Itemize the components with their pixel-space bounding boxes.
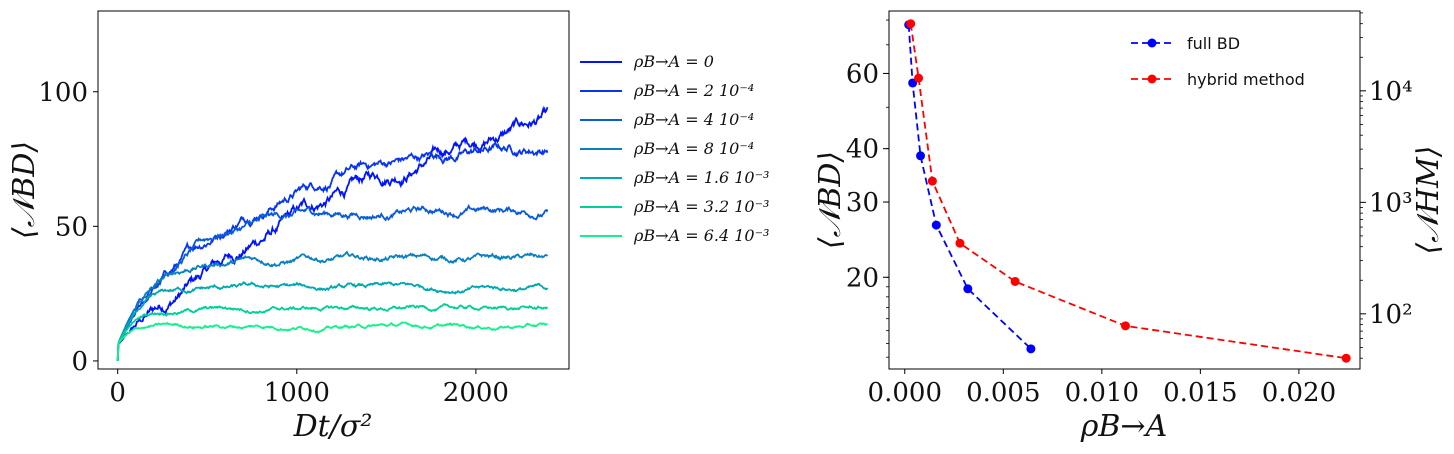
right-x-axis-label: ρB→A bbox=[1080, 409, 1167, 444]
right-series-point-0 bbox=[931, 220, 941, 230]
right-legend-marker bbox=[1147, 74, 1157, 84]
right-x-tick-label: 0.010 bbox=[1065, 378, 1139, 408]
right-left-y-tick-label: 20 bbox=[846, 263, 879, 293]
left-series-line-6 bbox=[116, 321, 549, 361]
right-series-point-1 bbox=[1010, 276, 1020, 286]
left-y-tick-label: 0 bbox=[71, 347, 88, 377]
right-series-point-1 bbox=[906, 19, 916, 29]
left-series-line-0 bbox=[116, 105, 549, 361]
right-right-y-tick-label: 10² bbox=[1369, 300, 1413, 330]
right-right-y-tick-label: 10³ bbox=[1369, 188, 1413, 218]
right-left-y-tick-label: 60 bbox=[846, 59, 879, 89]
right-x-tick-label: 0.015 bbox=[1163, 378, 1237, 408]
left-legend-label: ρB→A = 4 10⁻⁴ bbox=[633, 110, 754, 129]
right-left-y-tick-label: 30 bbox=[846, 188, 879, 218]
left-series-line-4 bbox=[116, 280, 549, 361]
left-series-line-1 bbox=[116, 141, 549, 361]
right-series-point-1 bbox=[927, 176, 937, 186]
right-plot-frame bbox=[888, 10, 1361, 370]
left-x-axis-label: Dt/σ² bbox=[293, 409, 373, 444]
left-plot-frame bbox=[97, 10, 570, 370]
right-panel: 0.000 0.005 0.010 0.015 0.020 20 30 40 60 10² 10… bbox=[813, 10, 1446, 444]
left-legend-label: ρB→A = 3.2 10⁻³ bbox=[633, 197, 769, 216]
left-y-tick-label: 100 bbox=[38, 78, 88, 108]
right-series-point-0 bbox=[963, 284, 973, 294]
left-x-tick-label: 0 bbox=[109, 378, 126, 408]
left-legend-label: ρB→A = 2 10⁻⁴ bbox=[633, 81, 754, 100]
left-legend: ρB→A = 0 ρB→A = 2 10⁻⁴ ρB→A = 4 10⁻⁴ ρB→A =… bbox=[580, 52, 769, 245]
right-series-point-0 bbox=[916, 151, 926, 161]
right-x-tick-label: 0.000 bbox=[868, 378, 942, 408]
right-left-y-tick-label: 40 bbox=[846, 135, 879, 165]
right-series-point-1 bbox=[955, 238, 965, 248]
left-legend-label: ρB→A = 1.6 10⁻³ bbox=[633, 168, 769, 187]
right-legend-marker bbox=[1147, 38, 1157, 48]
right-series-point-1 bbox=[1341, 353, 1351, 363]
right-series-point-1 bbox=[914, 73, 924, 83]
right-legend: full BD hybrid method bbox=[1131, 34, 1305, 89]
left-series-line-5 bbox=[116, 302, 549, 361]
right-series-line-0 bbox=[907, 24, 1032, 350]
left-x-tick-label: 2000 bbox=[443, 378, 509, 408]
right-series-point-1 bbox=[1120, 321, 1130, 331]
left-y-axis-label: ⟨𝒩BD⟩ bbox=[7, 141, 42, 239]
right-x-tick-label: 0.005 bbox=[966, 378, 1040, 408]
right-legend-label: hybrid method bbox=[1187, 70, 1305, 89]
left-legend-label: ρB→A = 6.4 10⁻³ bbox=[633, 226, 769, 245]
left-legend-label: ρB→A = 0 bbox=[633, 52, 714, 71]
left-y-tick-label: 50 bbox=[55, 212, 88, 242]
right-right-y-axis-label: ⟨𝒩HM⟩ bbox=[1411, 145, 1446, 254]
right-legend-label: full BD bbox=[1187, 34, 1240, 53]
left-legend-label: ρB→A = 8 10⁻⁴ bbox=[633, 139, 754, 158]
right-left-y-axis-label: ⟨𝒩BD⟩ bbox=[813, 151, 848, 249]
left-series-line-2 bbox=[116, 203, 549, 361]
right-right-y-tick-label: 10⁴ bbox=[1369, 77, 1413, 107]
left-x-tick-label: 1000 bbox=[264, 378, 330, 408]
left-series-line-3 bbox=[116, 250, 549, 361]
right-x-tick-label: 0.020 bbox=[1262, 378, 1336, 408]
right-series-point-0 bbox=[1026, 344, 1036, 354]
